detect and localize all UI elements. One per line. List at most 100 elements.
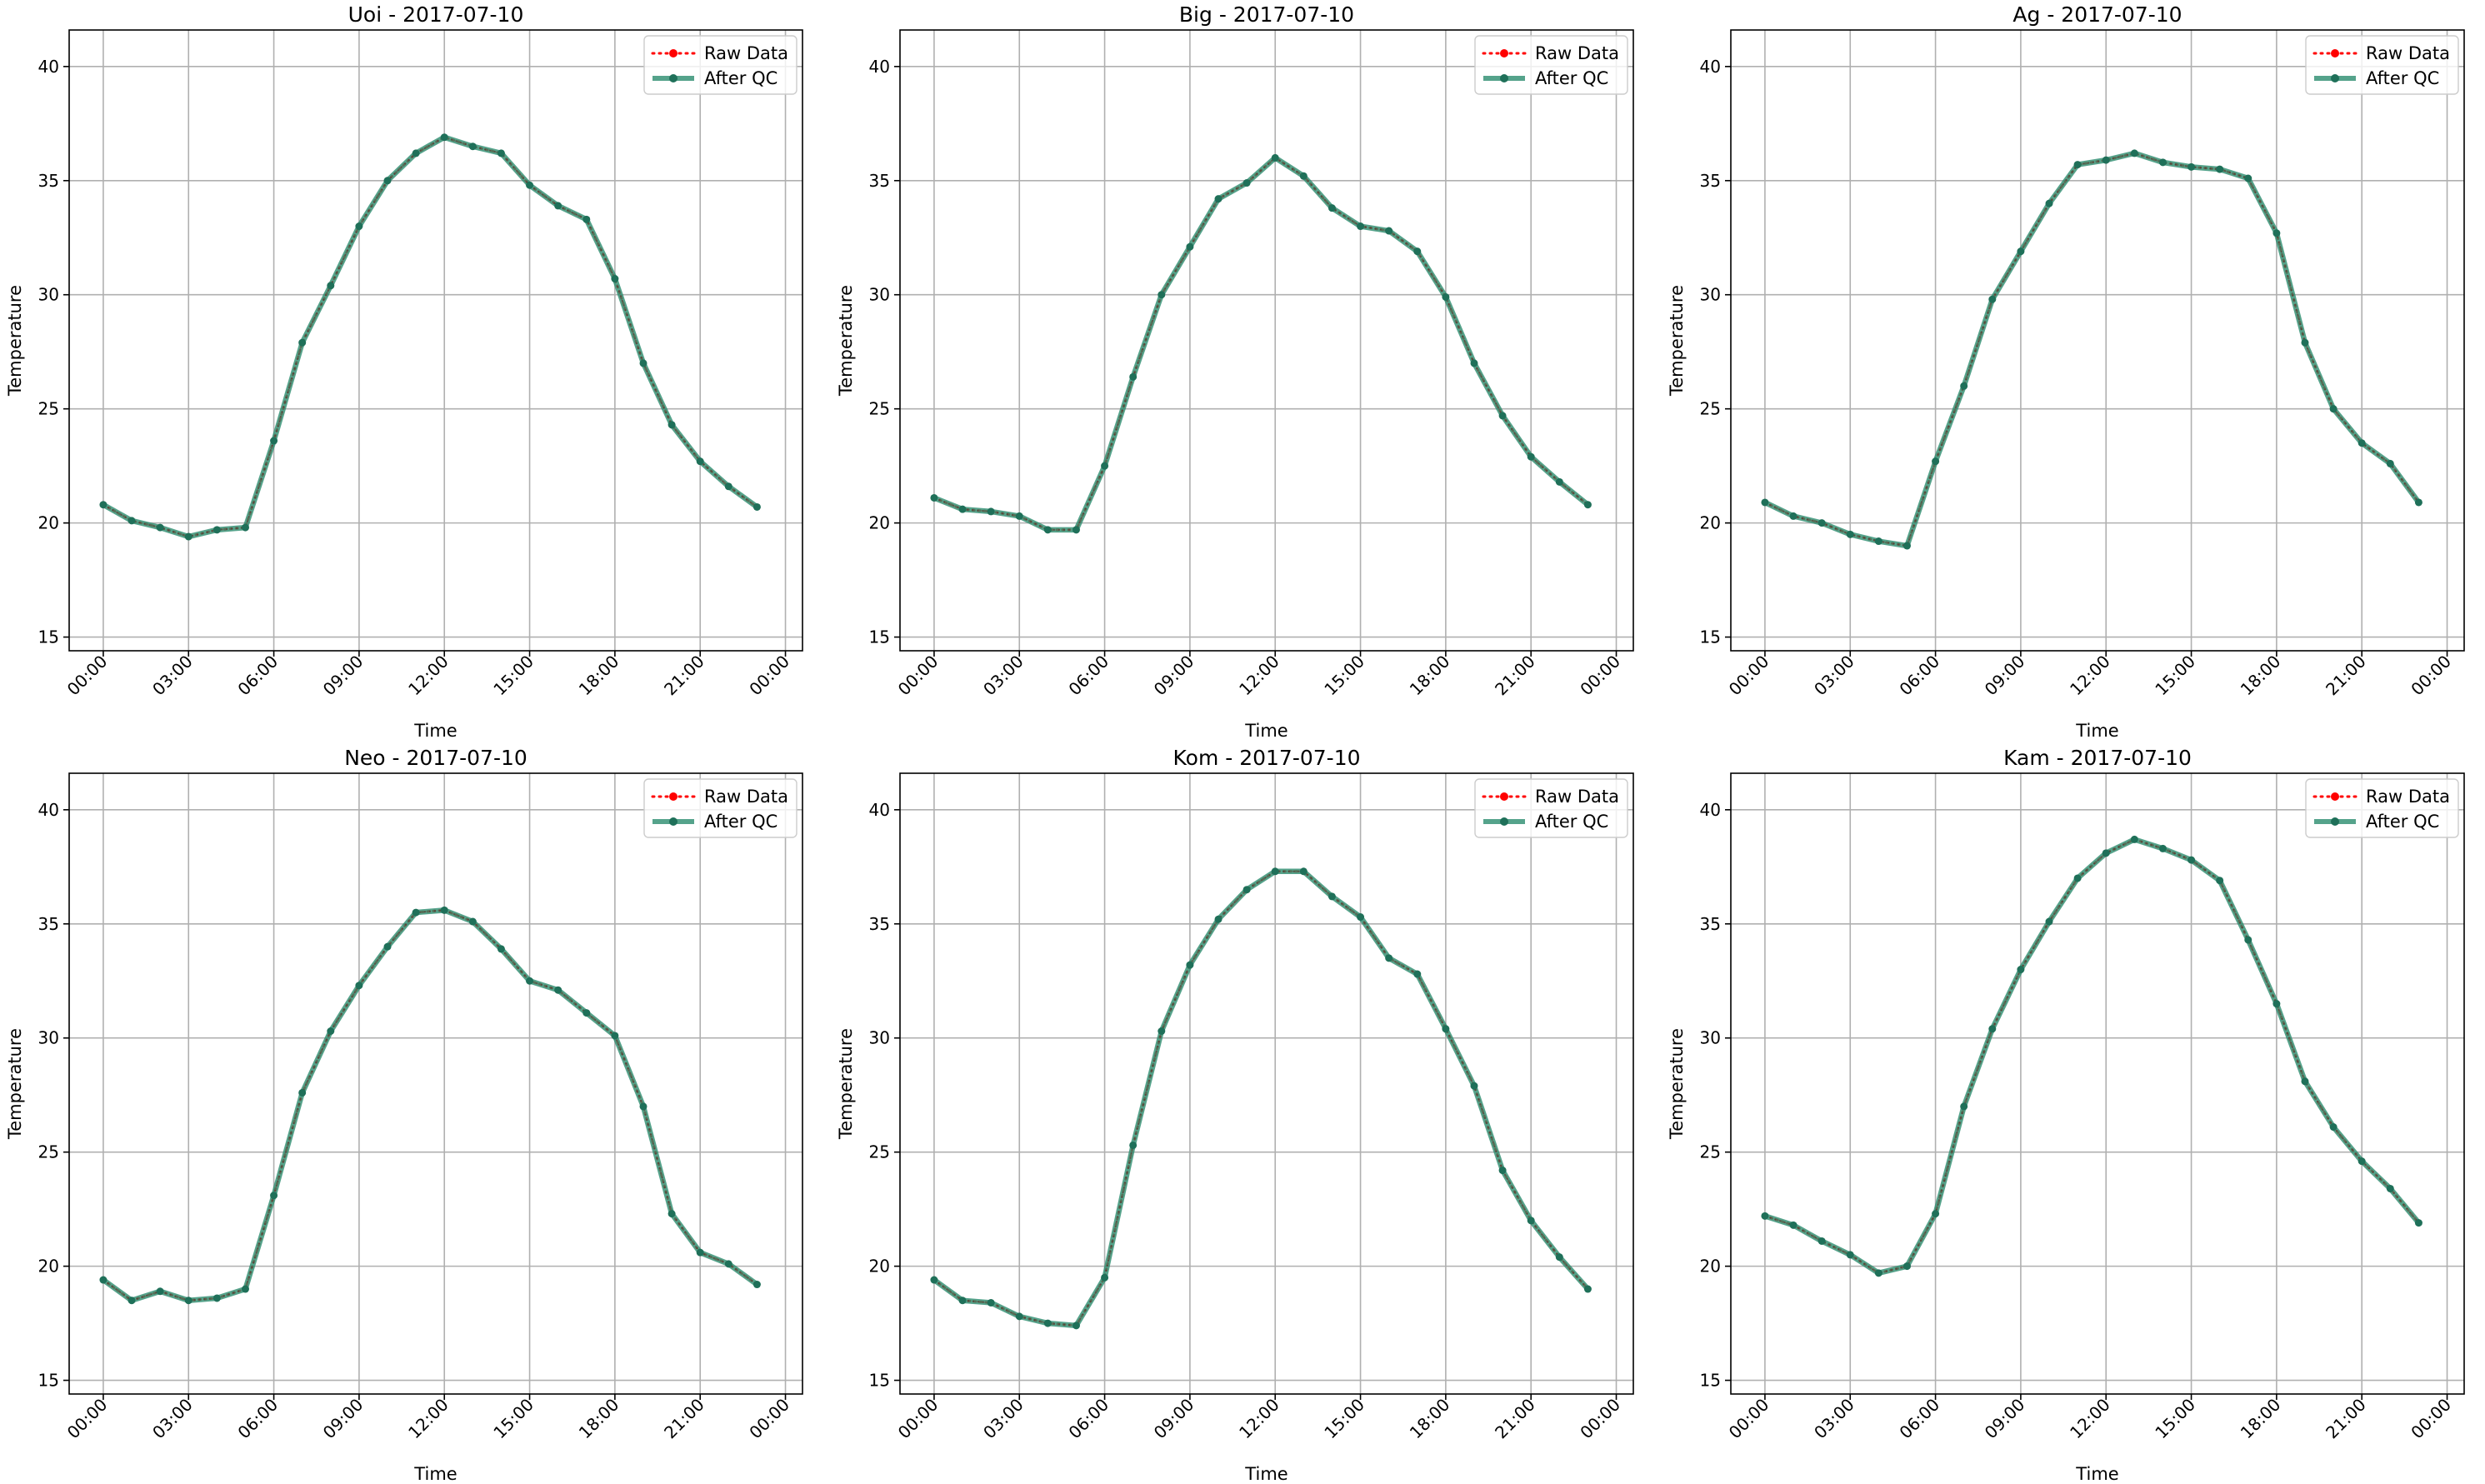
raw-data-dots bbox=[102, 909, 758, 1302]
x-tick-label: 15:00 bbox=[489, 1395, 538, 1443]
data-point bbox=[1214, 915, 1222, 923]
legend-qc-label: After QC bbox=[704, 812, 778, 832]
y-tick-label: 25 bbox=[869, 399, 890, 419]
y-tick-label: 35 bbox=[869, 914, 890, 934]
data-point bbox=[1960, 1102, 1968, 1111]
raw-data-line bbox=[1763, 152, 2420, 547]
x-tick-label: 09:00 bbox=[319, 652, 368, 700]
data-point bbox=[1932, 1210, 1940, 1218]
y-tick-label: 40 bbox=[869, 57, 890, 77]
data-point bbox=[1328, 204, 1336, 212]
chart-title: Kam - 2017-07-10 bbox=[2003, 746, 2192, 770]
data-point bbox=[412, 908, 420, 917]
data-point bbox=[1527, 452, 1535, 461]
y-tick-label: 15 bbox=[38, 1371, 59, 1391]
x-tick-label: 00:00 bbox=[1725, 652, 1773, 700]
chart-title: Uoi - 2017-07-10 bbox=[348, 2, 524, 27]
legend-qc-label: After QC bbox=[704, 68, 778, 88]
data-point bbox=[554, 986, 562, 994]
x-tick-label: 21:00 bbox=[2322, 652, 2370, 700]
data-point bbox=[2386, 459, 2394, 467]
data-point bbox=[1527, 1217, 1535, 1225]
data-point bbox=[1186, 242, 1194, 251]
data-point bbox=[2358, 439, 2366, 447]
data-point bbox=[1442, 1025, 1450, 1033]
data-point bbox=[355, 982, 363, 990]
x-tick-label: 06:00 bbox=[1895, 652, 1943, 700]
x-axis-label: Time bbox=[413, 1464, 457, 1484]
y-tick-label: 30 bbox=[1700, 285, 1721, 305]
data-point bbox=[1874, 537, 1882, 546]
y-tick-label: 35 bbox=[1700, 171, 1721, 191]
plot-frame bbox=[1730, 29, 2465, 652]
data-point bbox=[611, 275, 619, 283]
data-point bbox=[468, 142, 477, 151]
data-point bbox=[99, 1276, 108, 1284]
data-point bbox=[724, 1260, 732, 1268]
y-tick-label: 20 bbox=[869, 513, 890, 533]
x-tick-label: 00:00 bbox=[745, 1395, 793, 1443]
data-point bbox=[1299, 172, 1308, 180]
data-point bbox=[1818, 1237, 1826, 1245]
x-tick-label: 18:00 bbox=[575, 1395, 623, 1443]
x-tick-label: 09:00 bbox=[319, 1395, 368, 1443]
data-point bbox=[270, 1192, 278, 1200]
data-point bbox=[2216, 165, 2224, 173]
y-axis-label: Temperature bbox=[836, 1028, 856, 1140]
x-tick-label: 00:00 bbox=[894, 1395, 942, 1443]
after-qc-line bbox=[932, 155, 1590, 533]
x-tick-label: 21:00 bbox=[1491, 1395, 1539, 1443]
plot-frame bbox=[899, 29, 1634, 652]
data-point bbox=[156, 523, 164, 532]
x-tick-label: 00:00 bbox=[63, 652, 112, 700]
data-point bbox=[1158, 1027, 1166, 1036]
after-qc-line bbox=[1763, 837, 2421, 1277]
data-point bbox=[1158, 291, 1166, 299]
raw-data-line bbox=[102, 908, 758, 1302]
data-point bbox=[639, 1102, 648, 1111]
data-point bbox=[2073, 161, 2082, 169]
data-point bbox=[2158, 844, 2167, 852]
data-point bbox=[1101, 462, 1109, 470]
data-point bbox=[2158, 158, 2167, 167]
x-tick-label: 06:00 bbox=[1895, 1395, 1943, 1443]
x-tick-label: 03:00 bbox=[979, 1395, 1028, 1443]
data-point bbox=[2188, 162, 2196, 171]
x-tick-label: 00:00 bbox=[2407, 652, 2455, 700]
legend: Raw Data After QC bbox=[2305, 35, 2459, 95]
after-qc-line bbox=[102, 134, 759, 540]
data-point bbox=[212, 526, 221, 534]
x-tick-label: 09:00 bbox=[1150, 1395, 1198, 1443]
data-point bbox=[383, 942, 392, 951]
data-point bbox=[526, 977, 534, 985]
data-point bbox=[156, 1287, 164, 1296]
x-tick-label: 12:00 bbox=[404, 1395, 452, 1443]
y-axis-label: Temperature bbox=[836, 285, 856, 397]
x-axis-label: Time bbox=[2075, 721, 2118, 741]
legend-qc-label: After QC bbox=[1535, 812, 1608, 832]
data-point bbox=[724, 482, 732, 491]
plot-frame bbox=[68, 772, 803, 1395]
data-point bbox=[1413, 247, 1422, 256]
data-point bbox=[2102, 156, 2110, 164]
data-point bbox=[355, 222, 363, 231]
y-tick-label: 25 bbox=[1700, 399, 1721, 419]
data-point bbox=[611, 1032, 619, 1040]
x-tick-label: 12:00 bbox=[1235, 652, 1283, 700]
x-tick-label: 12:00 bbox=[2066, 652, 2114, 700]
data-point bbox=[2272, 1000, 2281, 1008]
x-tick-label: 21:00 bbox=[660, 1395, 708, 1443]
data-point bbox=[2386, 1184, 2394, 1192]
data-point bbox=[1555, 477, 1563, 486]
data-point bbox=[1129, 372, 1138, 381]
x-tick-label: 09:00 bbox=[1150, 652, 1198, 700]
data-point bbox=[497, 149, 505, 157]
y-tick-label: 30 bbox=[869, 1028, 890, 1048]
data-point bbox=[526, 181, 534, 189]
after-qc-line bbox=[1763, 150, 2422, 549]
chart-panel-4: 15 20 25 30 35 40 00:00 03:00 06:00 09:00 12:00 15:… bbox=[5, 746, 803, 1484]
data-point bbox=[412, 149, 420, 157]
plot-frame bbox=[68, 29, 803, 652]
y-tick-label: 40 bbox=[869, 800, 890, 820]
